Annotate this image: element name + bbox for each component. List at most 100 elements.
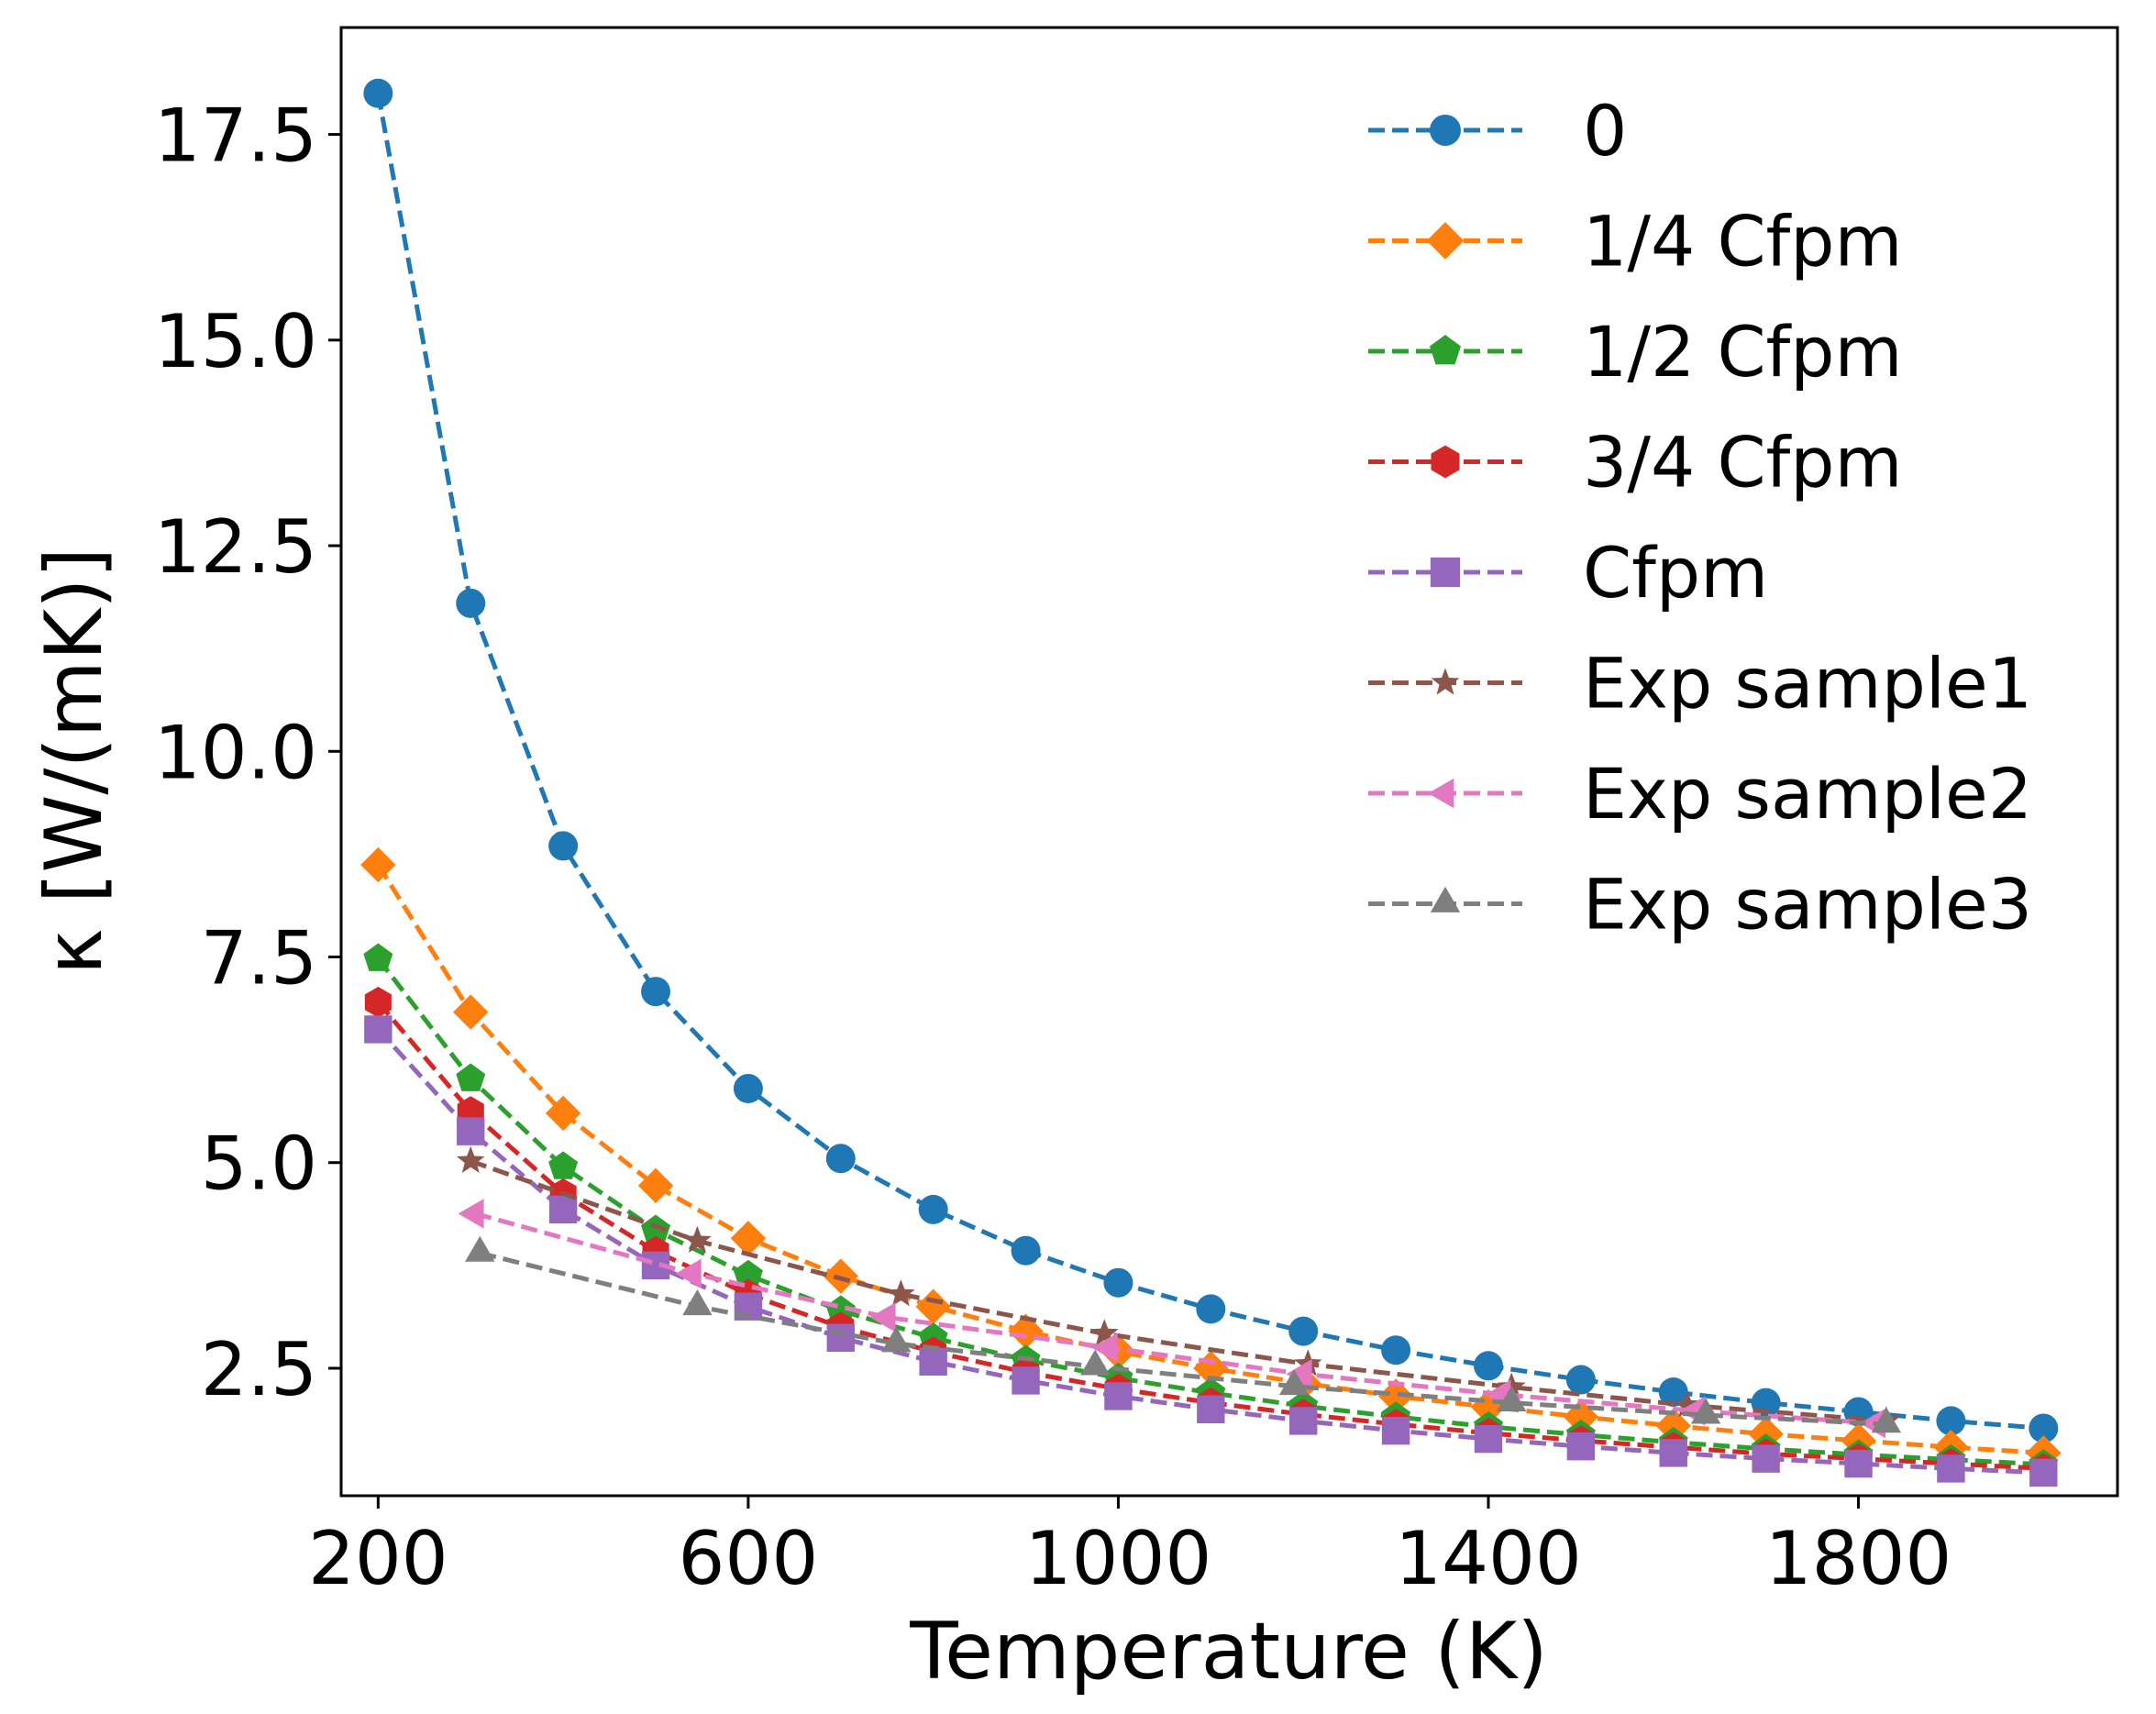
data-point [1658,1377,1688,1407]
y-tick-label: 17.5 [154,94,317,179]
legend-label: Cfpm [1583,532,1768,614]
data-point [458,1199,484,1229]
data-point [825,1144,856,1174]
data-point [1844,1449,1873,1478]
x-tick-label: 1000 [1025,1516,1212,1601]
data-point [1091,1332,1118,1363]
data-point [1470,1388,1507,1425]
data-point [456,1145,485,1173]
legend-label: Exp sample2 [1583,753,2032,835]
data-point [1381,1335,1411,1366]
y-axis-title: κ [W/(mK)] [28,547,120,975]
data-point [1381,1416,1410,1445]
data-point [1937,1454,1965,1483]
y-tick-label: 7.5 [201,916,317,1001]
legend-item: 1/4 Cfpm [1368,201,1903,282]
data-point [1752,1444,1780,1473]
data-point [1497,1385,1527,1411]
data-point [465,1235,495,1262]
series-6 [458,1199,1885,1439]
legend-marker [1431,668,1460,695]
data-point [1104,1382,1133,1410]
y-tick-label: 12.5 [154,504,317,590]
data-point [1690,1398,1721,1424]
data-point [1936,1406,1966,1436]
data-point [641,1214,670,1243]
data-point [364,1015,393,1044]
x-tick-label: 1800 [1765,1516,1952,1601]
x-tick-label: 200 [308,1516,448,1601]
data-point [641,977,671,1007]
data-point [1196,1294,1226,1324]
data-point [1089,1319,1119,1346]
data-point [919,1347,947,1377]
data-point [1473,1351,1503,1381]
series-line [479,1250,1886,1427]
legend-label: 0 [1583,90,1627,171]
y-axis: 2.5 5.0 7.5 10.0 12.5 15.0 17.5 [154,94,341,1412]
data-point [1080,1349,1111,1376]
data-point [1103,1267,1133,1298]
data-point [1286,1359,1312,1389]
data-point [918,1194,948,1224]
y-tick-label: 2.5 [201,1327,317,1412]
legend-item: 3/4 Cfpm [1368,422,1903,503]
legend-label: 1/4 Cfpm [1583,201,1903,282]
series-7 [465,1235,1901,1433]
legend-label: 1/2 Cfpm [1583,311,1903,393]
legend-item: Exp sample2 [1368,753,2032,835]
data-point [675,1258,702,1288]
data-point [1659,1439,1687,1467]
data-point [1673,1390,1702,1418]
legend-item: Exp sample3 [1368,864,2032,945]
series-line [474,1211,1877,1426]
legend-item: Exp sample1 [1368,643,2032,724]
data-point [730,1221,767,1256]
legend-marker [1431,445,1460,479]
series-layer [360,78,2062,1487]
legend-label: Exp sample1 [1583,643,2032,724]
data-point [826,1323,855,1352]
data-point [887,1279,915,1307]
data-point [364,987,392,1018]
data-point [456,1063,486,1091]
data-point [1288,1316,1319,1346]
data-point [548,1195,578,1224]
data-point [1377,1378,1414,1414]
data-point [637,1167,674,1204]
data-point [363,78,393,108]
legend-marker [1428,778,1454,809]
x-axis: 200 600 1000 1400 1800 [308,1496,1951,1601]
series-line [470,1158,1886,1423]
data-point [733,1074,763,1104]
y-tick-label: 5.0 [201,1122,317,1207]
data-point [456,588,486,618]
plot-area-frame [339,26,2119,1498]
data-point [360,846,396,883]
legend-marker [1426,222,1465,260]
data-point [869,1302,896,1332]
x-axis-title: Temperature (K) [909,1606,1548,1697]
data-point [1474,1424,1503,1454]
legend-marker [1430,557,1461,588]
data-point [1871,1407,1901,1433]
series-4 [364,1015,2058,1487]
data-point [1012,1366,1040,1395]
legend-item: 1/2 Cfpm [1368,311,1903,393]
x-tick-label: 1400 [1395,1516,1582,1601]
data-point [1566,1432,1596,1461]
data-point [457,1117,485,1145]
x-tick-label: 600 [679,1516,819,1601]
data-point [453,994,489,1030]
data-point [1278,1369,1310,1396]
data-point [1011,1235,1041,1266]
data-point [915,1288,951,1324]
series-0 [363,78,2059,1443]
data-point [733,1259,763,1288]
data-point [682,1289,713,1316]
legend-marker [1430,335,1461,365]
data-point [1565,1365,1596,1395]
legend-marker [1430,115,1461,146]
data-point [683,1225,712,1253]
